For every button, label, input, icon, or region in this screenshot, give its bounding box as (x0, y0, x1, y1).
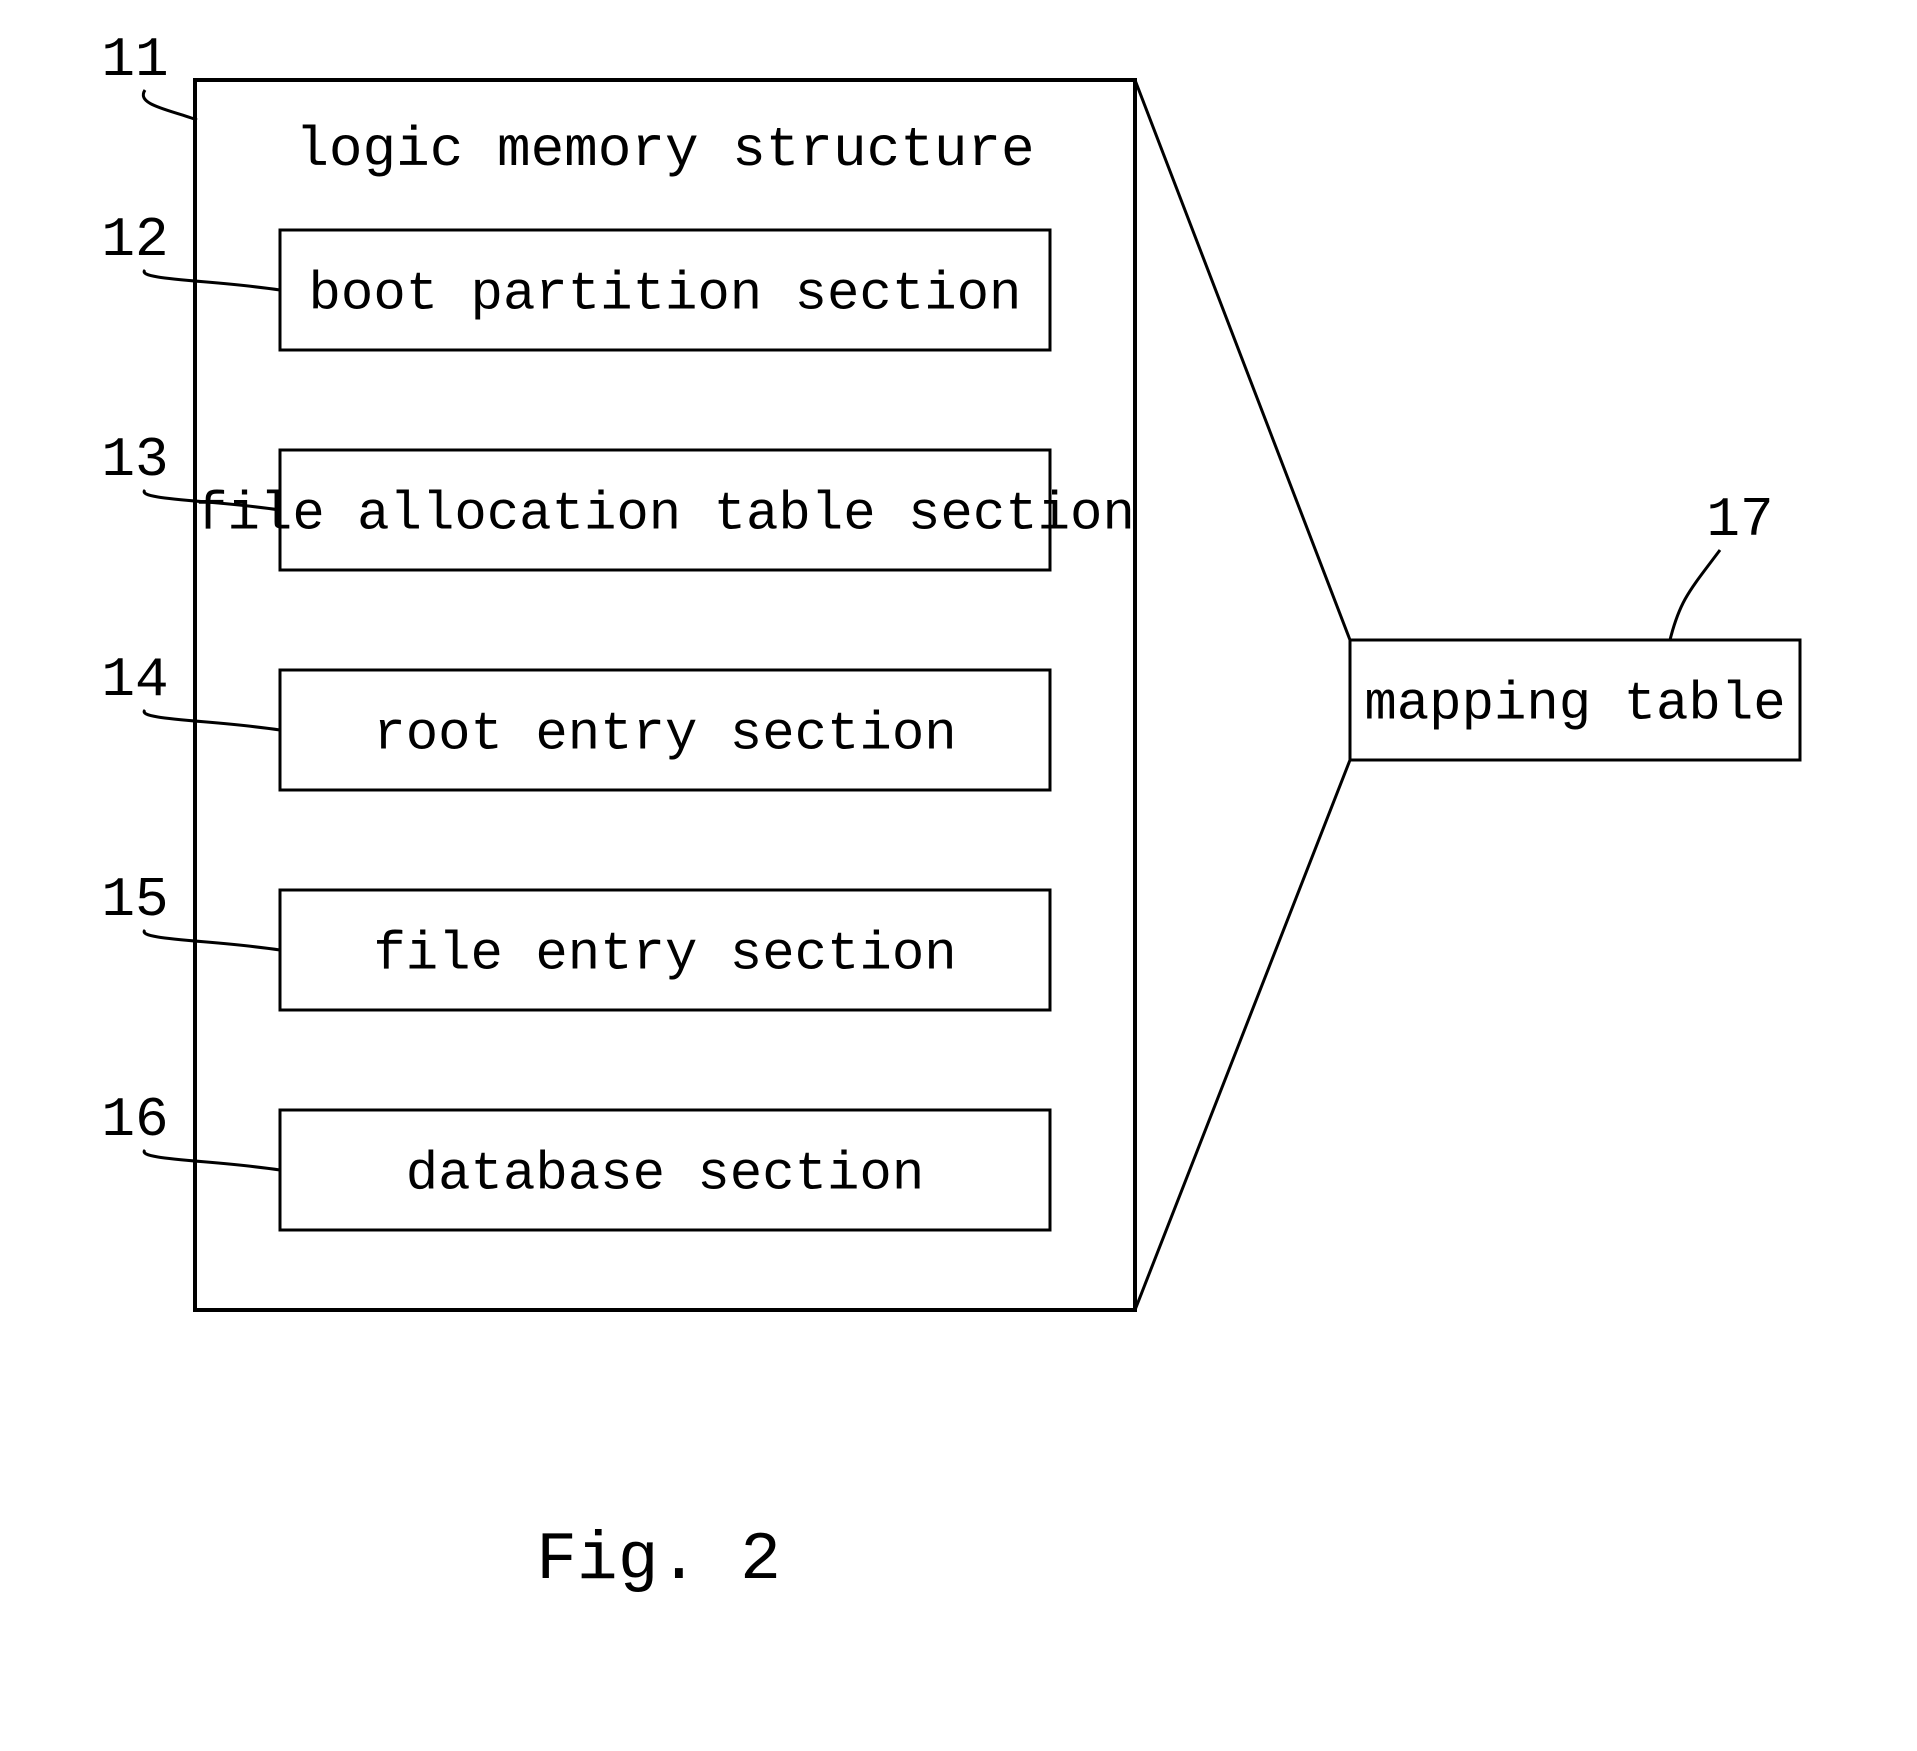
container-title: logic memory structure (295, 118, 1034, 182)
section-15-ref: 15 (101, 868, 168, 932)
section-13-label: file allocation table section (195, 484, 1135, 545)
section-16-label: database section (406, 1144, 924, 1205)
section-14-ref: 14 (101, 648, 168, 712)
mapping-table-ref: 17 (1706, 488, 1773, 552)
section-15-label: file entry section (373, 924, 956, 985)
section-12-ref: 12 (101, 208, 168, 272)
section-13-ref: 13 (101, 428, 168, 492)
section-14-label: root entry section (373, 704, 956, 765)
mapping-table-label: mapping table (1364, 674, 1785, 735)
section-12-label: boot partition section (309, 264, 1022, 325)
figure-caption: Fig. 2 (536, 1522, 781, 1599)
section-16-ref: 16 (101, 1088, 168, 1152)
container-ref: 11 (101, 28, 168, 92)
